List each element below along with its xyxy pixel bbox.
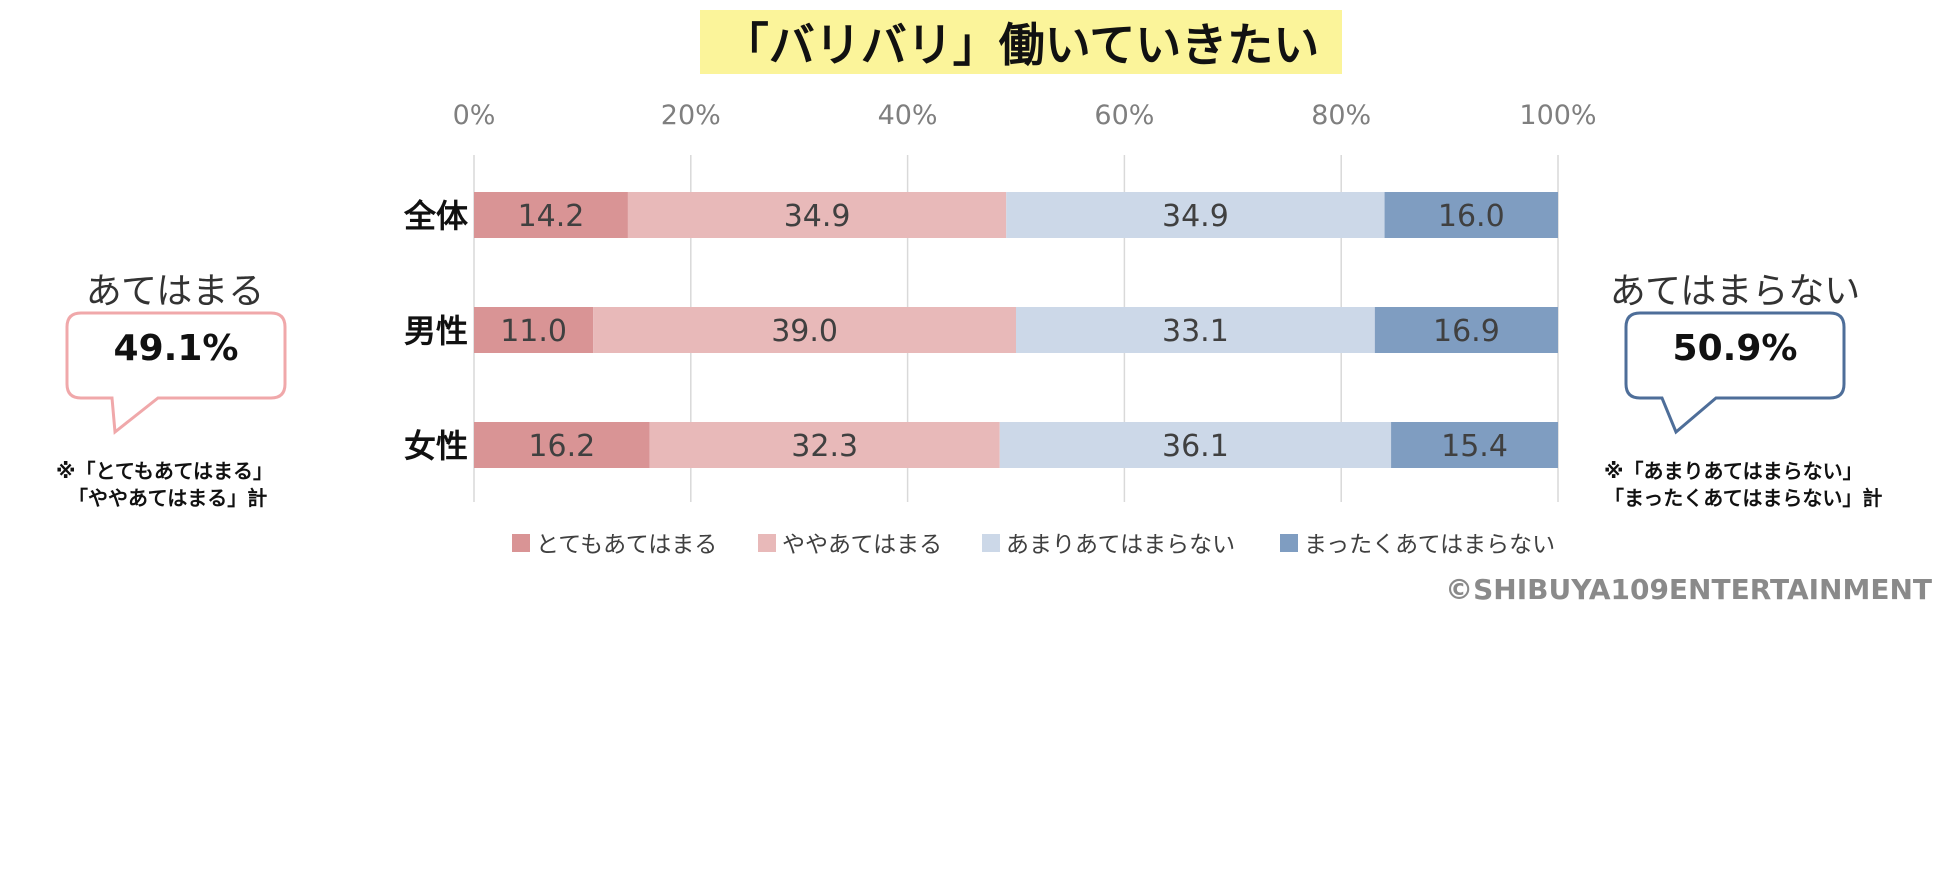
bar-segment	[649, 422, 1000, 468]
x-tick-label: 80%	[1311, 100, 1371, 131]
bar-segment	[627, 192, 1007, 238]
bar-segment	[1384, 192, 1558, 238]
bar-segment	[1374, 307, 1558, 353]
legend-label: とてもあてはまる	[536, 532, 717, 558]
chart-title-highlight: 「バリバリ」働いていきたい	[700, 10, 1342, 74]
bar-segment	[474, 192, 628, 238]
stacked-bar-chart: 0% 20% 40% 60% 80% 100% 全体 14.2 34.9 34.9 16.0 男性 11…	[65, 100, 1846, 558]
callout-disagree-heading: あてはまらない	[1609, 271, 1861, 312]
x-tick-label: 20%	[661, 100, 721, 131]
bar-segment	[1006, 192, 1385, 238]
data-label: 16.9	[1433, 314, 1500, 349]
callout-agree-bubble	[65, 311, 287, 435]
x-tick-label: 40%	[878, 100, 938, 131]
callout-agree-note-line1: ※「とてもあてはまる」	[56, 459, 274, 483]
data-label: 14.2	[518, 199, 585, 234]
category-label: 全体	[403, 197, 468, 235]
legend-swatch	[512, 534, 530, 552]
data-label: 11.0	[500, 314, 567, 349]
data-label: 39.0	[771, 314, 838, 349]
callout-agree-heading: あてはまる	[85, 271, 265, 312]
bar-segment	[593, 307, 1016, 353]
legend-swatch	[982, 534, 1000, 552]
data-label: 16.2	[528, 429, 595, 464]
x-tick-label: 60%	[1094, 100, 1154, 131]
data-label: 34.9	[1162, 199, 1229, 234]
bar-segment	[1391, 422, 1558, 468]
legend-label: あまりあてはまらない	[1006, 532, 1235, 558]
callout-agree-note-line2: 「ややあてはまる」計	[68, 486, 268, 510]
legend-swatch	[1280, 534, 1298, 552]
legend-swatch	[758, 534, 776, 552]
data-label: 33.1	[1162, 314, 1229, 349]
legend-label: ややあてはまる	[782, 532, 942, 558]
bar-segment	[474, 422, 650, 468]
data-label: 16.0	[1438, 199, 1505, 234]
x-tick-label: 0%	[453, 100, 496, 131]
bar-segment	[474, 307, 594, 353]
category-label: 女性	[404, 427, 468, 465]
category-label: 男性	[404, 312, 468, 350]
callout-disagree-bubble	[1624, 311, 1846, 435]
bar-segment	[1016, 307, 1375, 353]
callout-disagree-note-line1: ※「あまりあてはまらない」	[1604, 459, 1863, 483]
data-label: 32.3	[791, 429, 858, 464]
x-tick-label: 100%	[1519, 100, 1596, 131]
bar-segment	[999, 422, 1392, 468]
callout-agree-value: 49.1%	[113, 328, 239, 369]
data-label: 36.1	[1162, 429, 1229, 464]
callout-disagree-value: 50.9%	[1672, 328, 1798, 369]
copyright-text: ©SHIBUYA109ENTERTAINMENT	[1445, 573, 1932, 606]
chart-title: 「バリバリ」働いていきたい	[722, 18, 1320, 72]
data-label: 15.4	[1441, 429, 1508, 464]
callout-disagree-note-line2: 「まったくあてはまらない」計	[1604, 486, 1883, 510]
legend-label: まったくあてはまらない	[1304, 532, 1555, 558]
data-label: 34.9	[784, 199, 851, 234]
